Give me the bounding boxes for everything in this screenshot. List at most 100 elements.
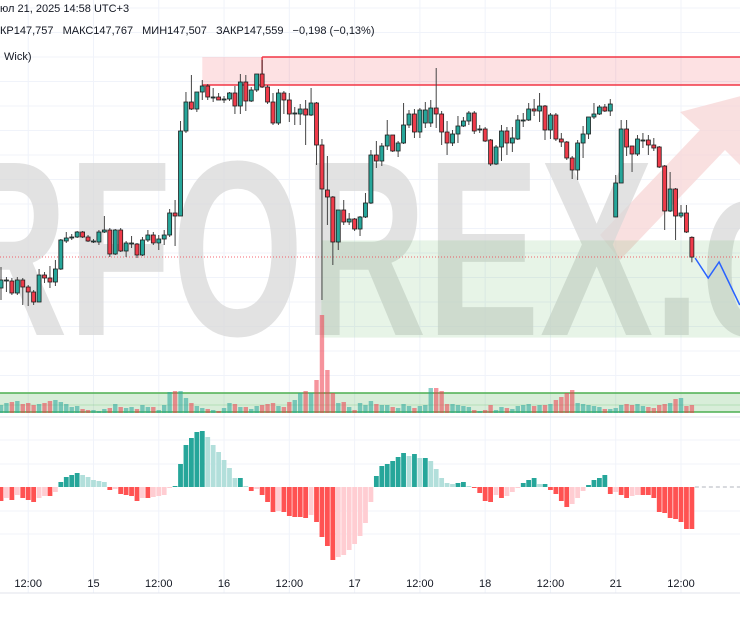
histogram-bar <box>330 487 336 560</box>
candle-body <box>662 165 668 212</box>
histogram-bar <box>9 487 15 500</box>
candle-body <box>537 105 542 112</box>
histogram-bar <box>422 458 428 487</box>
histogram-bar <box>281 487 287 512</box>
volume-bar <box>406 406 412 413</box>
histogram-bar <box>624 487 629 498</box>
candle-body <box>286 99 292 115</box>
forecast-line[interactable] <box>694 257 740 306</box>
volume-bar <box>194 406 200 413</box>
candle-body <box>526 108 532 121</box>
volume-bar <box>129 407 134 413</box>
candle-body <box>678 212 684 217</box>
volume-bar <box>602 409 608 413</box>
volume-bar <box>74 406 80 413</box>
histogram-bar <box>558 487 564 501</box>
volume-bar <box>374 404 379 413</box>
candle-body <box>25 286 31 293</box>
candle-body <box>292 112 298 115</box>
volume-bar <box>499 407 504 413</box>
volume-bar <box>624 404 629 413</box>
candle-body <box>101 229 107 233</box>
volume-bar <box>134 409 140 413</box>
candle-body <box>466 112 472 122</box>
candle-body <box>363 202 368 218</box>
candle-body <box>493 146 499 165</box>
candle-body <box>107 229 113 255</box>
histogram-bar <box>439 478 445 487</box>
volume-bar <box>667 403 673 413</box>
volume-bar <box>537 405 542 413</box>
candle-body <box>602 106 608 112</box>
candle-body <box>254 73 260 91</box>
volume-bar <box>646 407 651 413</box>
candle-body <box>221 98 227 101</box>
histogram-bar <box>428 461 434 487</box>
volume-bar <box>4 403 9 413</box>
histogram-bar <box>591 480 597 487</box>
histogram-bar <box>63 477 69 487</box>
candle-body <box>673 188 678 217</box>
volume-bar <box>85 410 91 413</box>
histogram-bar <box>537 484 542 487</box>
histogram-bar <box>618 487 624 495</box>
ohlc-change: −0,198 (−0,13%) <box>292 25 375 37</box>
volume-bar <box>238 407 243 413</box>
candle-body <box>140 239 145 256</box>
volume-bar <box>564 393 569 413</box>
candle-body <box>471 112 477 132</box>
candle-body <box>499 130 504 148</box>
histogram-bar <box>216 452 221 487</box>
volume-bar <box>221 408 227 413</box>
time-axis[interactable]: 12:00 15 12:00 16 12:00 17 12:00 18 12:00 21 12:00 <box>14 578 694 590</box>
histogram-bar <box>531 478 537 487</box>
candle-body <box>265 86 270 103</box>
candle-body <box>607 103 613 112</box>
volume-bar <box>20 404 25 413</box>
candle-body <box>542 105 548 131</box>
candle-body <box>656 146 662 168</box>
volume-bar <box>379 405 384 413</box>
candle-body <box>488 139 494 165</box>
volume-bar <box>227 403 232 413</box>
volume-bar <box>15 401 20 413</box>
candle-body <box>4 279 9 282</box>
histogram-bar <box>520 483 526 487</box>
candle-body <box>134 243 140 256</box>
histogram-bar <box>286 487 292 516</box>
candle-body <box>684 212 689 233</box>
histogram-bar <box>47 487 53 496</box>
volume-bar <box>259 405 265 413</box>
volume-bar <box>216 411 221 413</box>
histogram-bar <box>221 460 227 487</box>
histogram-bar <box>548 487 553 490</box>
time-tick-label: 16 <box>218 578 230 590</box>
volume-bar <box>205 409 210 413</box>
volume-bar <box>292 400 297 413</box>
volume-bar <box>504 408 510 413</box>
histogram-bar <box>504 487 510 496</box>
volume-bar <box>395 408 401 413</box>
candle-body <box>558 138 564 143</box>
indicator-legend[interactable]: Wick) <box>4 51 32 63</box>
histogram-bar <box>276 487 281 511</box>
histogram-bar <box>178 464 183 487</box>
histogram-bar <box>564 487 570 507</box>
candle-body <box>444 131 450 144</box>
volume-bar <box>0 405 4 413</box>
histogram-bar <box>210 445 216 487</box>
volume-bar <box>156 410 161 413</box>
histogram-bar <box>134 487 140 501</box>
ohlc-low: МИН147,507 <box>142 25 207 37</box>
histogram-bar <box>145 487 151 498</box>
histogram-bar <box>308 487 314 515</box>
volume-bar <box>640 406 646 413</box>
candle-body <box>477 128 483 131</box>
histogram-bar <box>91 480 96 487</box>
volume-bar <box>455 405 461 413</box>
volume-bar <box>276 406 281 413</box>
candle-body <box>357 216 363 230</box>
zones[interactable] <box>202 56 740 338</box>
histogram-bar <box>607 487 613 494</box>
